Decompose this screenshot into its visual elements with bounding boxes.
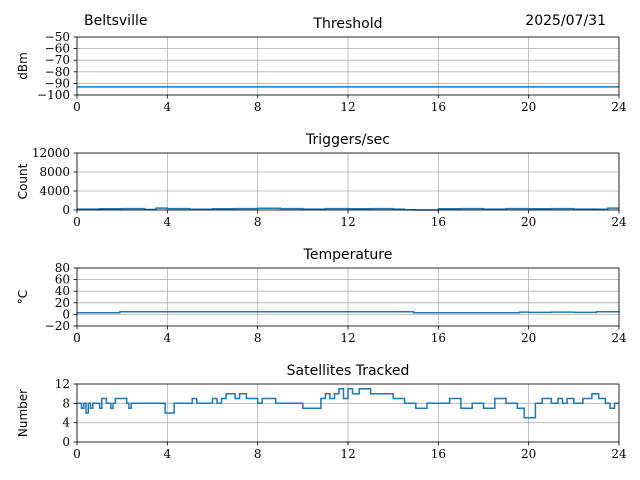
x-tick-label: 8 bbox=[254, 215, 262, 229]
x-tick-label: 0 bbox=[73, 447, 81, 461]
y-tick-label: 0 bbox=[62, 435, 70, 449]
y-tick-label: 8000 bbox=[39, 165, 70, 179]
x-tick-label: 4 bbox=[164, 100, 172, 114]
x-tick-label: 16 bbox=[431, 331, 446, 345]
series-line bbox=[77, 207, 620, 211]
y-tick-label: 0 bbox=[62, 203, 70, 217]
y-tick-label: 4 bbox=[62, 416, 70, 430]
x-tick-label: 8 bbox=[254, 331, 262, 345]
x-tick-label: 4 bbox=[164, 331, 172, 345]
y-tick-label: 60 bbox=[55, 273, 70, 287]
y-axis-label: dBm bbox=[16, 52, 30, 80]
chart-title: Temperature bbox=[303, 247, 393, 263]
x-tick-label: 20 bbox=[521, 215, 536, 229]
series-line bbox=[77, 388, 619, 419]
x-tick-label: 0 bbox=[73, 215, 81, 229]
location-label: Beltsville bbox=[84, 13, 148, 29]
x-tick-label: 8 bbox=[254, 447, 262, 461]
x-tick-label: 12 bbox=[340, 447, 355, 461]
y-tick-label: 12 bbox=[55, 377, 70, 391]
x-tick-label: 24 bbox=[611, 331, 627, 345]
y-tick-label: 0 bbox=[62, 307, 70, 321]
x-tick-label: 16 bbox=[431, 100, 446, 114]
x-tick-label: 20 bbox=[521, 100, 536, 114]
date-label: 2025/07/31 bbox=[525, 13, 606, 29]
x-tick-label: 12 bbox=[340, 331, 355, 345]
y-tick-label: 40 bbox=[55, 284, 70, 298]
y-tick-label: 8 bbox=[62, 396, 70, 410]
x-tick-label: 4 bbox=[164, 215, 172, 229]
x-tick-label: 12 bbox=[340, 215, 355, 229]
y-tick-label: −50 bbox=[45, 30, 70, 44]
x-tick-label: 8 bbox=[254, 100, 262, 114]
x-tick-label: 20 bbox=[521, 331, 536, 345]
x-tick-label: 4 bbox=[164, 447, 172, 461]
chart-panel-1: 0 4 8 12 16 20 24 0 4000 8000 12000 Triggers/sec Cou… bbox=[16, 132, 627, 229]
y-axis-label: °C bbox=[16, 290, 30, 304]
series-line bbox=[77, 311, 620, 314]
x-tick-label: 0 bbox=[73, 331, 81, 345]
y-axis-label: Number bbox=[16, 389, 30, 437]
y-axis-label: Count bbox=[16, 163, 30, 199]
chart-panel-3: 0 4 8 12 16 20 24 0 4 8 12 Satellites Tracked Number bbox=[16, 363, 627, 461]
x-tick-label: 24 bbox=[611, 447, 627, 461]
x-tick-label: 16 bbox=[431, 447, 446, 461]
x-tick-label: 24 bbox=[611, 215, 627, 229]
chart-title: Satellites Tracked bbox=[287, 363, 410, 379]
x-tick-label: 20 bbox=[521, 447, 536, 461]
chart-panel-0: 0 4 8 12 16 20 24 −100−90−80−70−60−50 Threshold d… bbox=[16, 16, 627, 114]
y-tick-label: 20 bbox=[55, 296, 70, 310]
y-tick-label: −20 bbox=[45, 319, 70, 333]
chart-title: Triggers/sec bbox=[305, 132, 390, 148]
x-tick-label: 16 bbox=[431, 215, 446, 229]
y-tick-label: −80 bbox=[45, 65, 70, 79]
x-tick-label: 12 bbox=[340, 100, 355, 114]
y-tick-label: 12000 bbox=[32, 146, 70, 160]
chart-title: Threshold bbox=[313, 16, 383, 32]
y-tick-label: 4000 bbox=[39, 184, 70, 198]
y-tick-label: 80 bbox=[55, 261, 70, 275]
y-tick-label: −100 bbox=[37, 88, 70, 102]
x-tick-label: 0 bbox=[73, 100, 81, 114]
y-tick-label: −60 bbox=[45, 42, 70, 56]
y-tick-label: −70 bbox=[45, 53, 70, 67]
y-tick-label: −90 bbox=[45, 76, 70, 90]
x-tick-label: 24 bbox=[611, 100, 627, 114]
